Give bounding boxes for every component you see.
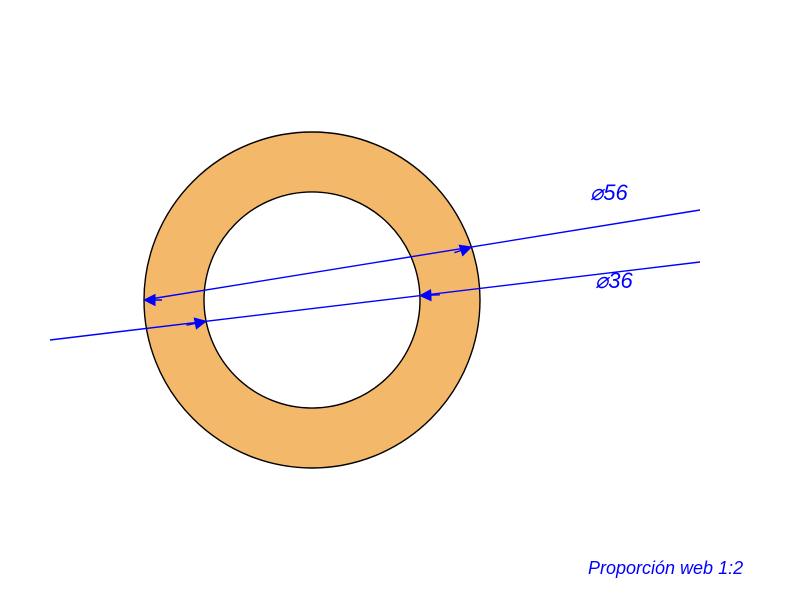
footer-text: Proporción web 1:2	[588, 558, 743, 579]
diagram-canvas: ⌀56 ⌀36 Proporción web 1:2	[0, 0, 800, 600]
ring-shape	[144, 132, 480, 468]
dim-inner-label: ⌀36	[595, 268, 633, 294]
ring-svg	[0, 0, 800, 600]
dim-outer-label: ⌀56	[590, 180, 628, 206]
dim-inner-arrow-b	[420, 295, 440, 296]
